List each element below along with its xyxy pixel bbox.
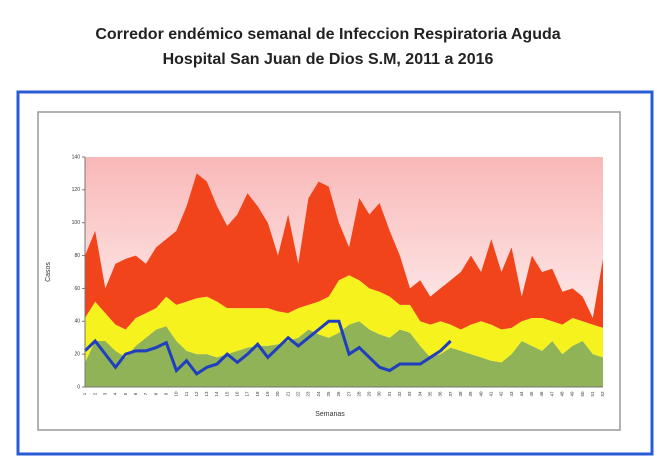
y-tick-label: 20 <box>74 351 80 357</box>
x-tick-label: 51 <box>590 391 595 397</box>
x-tick-label: 28 <box>356 391 361 397</box>
x-tick-label: 42 <box>499 391 504 397</box>
x-tick-label: 52 <box>600 391 605 397</box>
x-tick-label: 46 <box>539 391 544 397</box>
area <box>85 275 603 363</box>
x-tick-label: 41 <box>488 391 493 397</box>
x-tick-label: 26 <box>336 391 341 397</box>
area <box>85 173 603 330</box>
x-tick-label: 16 <box>235 391 240 397</box>
x-tick-label: 35 <box>428 391 433 397</box>
x-tick-label: 10 <box>174 391 179 397</box>
x-tick-label: 39 <box>468 391 473 397</box>
x-tick-label: 4 <box>113 392 118 395</box>
x-tick-label: 12 <box>194 391 199 397</box>
y-tick-label: 80 <box>74 253 80 259</box>
x-tick-label: 11 <box>184 391 189 396</box>
y-tick-label: 100 <box>72 220 81 226</box>
x-tick-label: 5 <box>123 392 128 395</box>
frame <box>16 90 654 456</box>
y-tick-label: 140 <box>72 154 81 160</box>
x-tick-label: 47 <box>549 391 554 397</box>
x-tick-label: 25 <box>326 391 331 397</box>
x-tick-label: 7 <box>143 392 148 395</box>
x-tick-label: 22 <box>295 391 300 397</box>
x-tick-label: 17 <box>245 391 250 397</box>
x-tick-label: 31 <box>387 391 392 397</box>
y-axis-label: Casos <box>45 262 52 282</box>
x-tick-label: 20 <box>275 391 280 397</box>
x-tick-label: 27 <box>346 391 351 397</box>
x-tick-label: 43 <box>509 391 514 397</box>
x-tick-label: 1 <box>82 392 87 395</box>
x-tick-label: 2 <box>92 392 97 395</box>
x-tick-label: 38 <box>458 391 463 397</box>
area <box>85 321 603 387</box>
x-tick-label: 40 <box>478 391 483 397</box>
x-tick-label: 33 <box>407 391 412 397</box>
x-tick-label: 14 <box>214 391 219 397</box>
x-tick-label: 18 <box>255 391 260 397</box>
current-year-line <box>83 319 452 376</box>
x-tick-label: 24 <box>316 391 321 397</box>
x-tick-label: 36 <box>438 391 443 397</box>
x-axis-label: Semanas <box>315 411 345 418</box>
x-tick-label: 49 <box>570 391 575 397</box>
x-tick-label: 45 <box>529 391 534 397</box>
y-tick-label: 60 <box>74 286 80 292</box>
x-tick-label: 44 <box>519 391 524 397</box>
x-tick-label: 21 <box>285 391 290 397</box>
x-tick-label: 32 <box>397 391 402 397</box>
x-tick-label: 23 <box>306 391 311 397</box>
x-tick-label: 19 <box>265 391 270 397</box>
y-tick-label: 40 <box>74 319 80 325</box>
x-tick-label: 8 <box>153 392 158 395</box>
x-tick-label: 48 <box>560 391 565 397</box>
chart-title: Corredor endémico semanal de Infeccion R… <box>95 26 560 43</box>
x-tick-label: 34 <box>417 391 422 397</box>
x-tick-label: 9 <box>163 392 168 395</box>
x-tick-label: 29 <box>367 391 372 397</box>
x-tick-label: 15 <box>224 391 229 397</box>
x-tick-label: 13 <box>204 391 209 397</box>
y-tick-label: 0 <box>77 384 80 390</box>
y-tick-label: 120 <box>72 187 81 193</box>
x-tick-label: 37 <box>448 391 453 397</box>
x-tick-label: 3 <box>103 392 108 395</box>
x-tick-label: 50 <box>580 391 585 397</box>
chart-subtitle: Hospital San Juan de Dios S.M, 2011 a 20… <box>163 51 494 68</box>
x-tick-label: 30 <box>377 391 382 397</box>
x-tick-label: 6 <box>133 392 138 395</box>
